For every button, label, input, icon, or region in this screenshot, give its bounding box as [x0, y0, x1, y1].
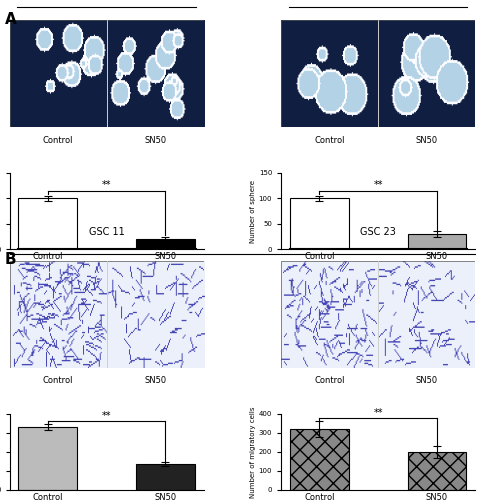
Bar	[136, 239, 195, 250]
Bar	[378, 260, 475, 368]
Text: Control: Control	[43, 136, 73, 144]
Bar	[107, 260, 204, 368]
Bar	[136, 464, 195, 490]
Text: Control: Control	[314, 376, 345, 386]
Bar	[290, 198, 349, 250]
Bar	[281, 20, 378, 127]
Text: SN50: SN50	[144, 376, 166, 386]
Y-axis label: Number of migratory cells: Number of migratory cells	[250, 406, 256, 498]
Bar	[18, 198, 77, 250]
Text: **: **	[102, 410, 111, 420]
Bar	[290, 429, 349, 490]
Bar	[408, 234, 467, 250]
Text: **: **	[102, 180, 111, 190]
Text: GSC 11: GSC 11	[89, 227, 124, 237]
Text: SN50: SN50	[144, 136, 166, 144]
Bar	[281, 260, 378, 368]
Text: **: **	[373, 408, 383, 418]
Y-axis label: Number of sphere: Number of sphere	[250, 180, 256, 242]
Text: A: A	[5, 12, 16, 28]
Text: Control: Control	[314, 136, 345, 144]
Text: GSC 23: GSC 23	[360, 227, 396, 237]
Bar	[10, 260, 107, 368]
Bar	[107, 20, 204, 127]
Text: SN50: SN50	[416, 376, 438, 386]
Text: SN50: SN50	[416, 136, 438, 144]
Text: B: B	[5, 252, 16, 268]
Bar	[408, 452, 467, 490]
Bar	[378, 20, 475, 127]
Bar	[10, 20, 107, 127]
Text: Control: Control	[43, 376, 73, 386]
Text: **: **	[373, 180, 383, 190]
Bar	[18, 427, 77, 490]
